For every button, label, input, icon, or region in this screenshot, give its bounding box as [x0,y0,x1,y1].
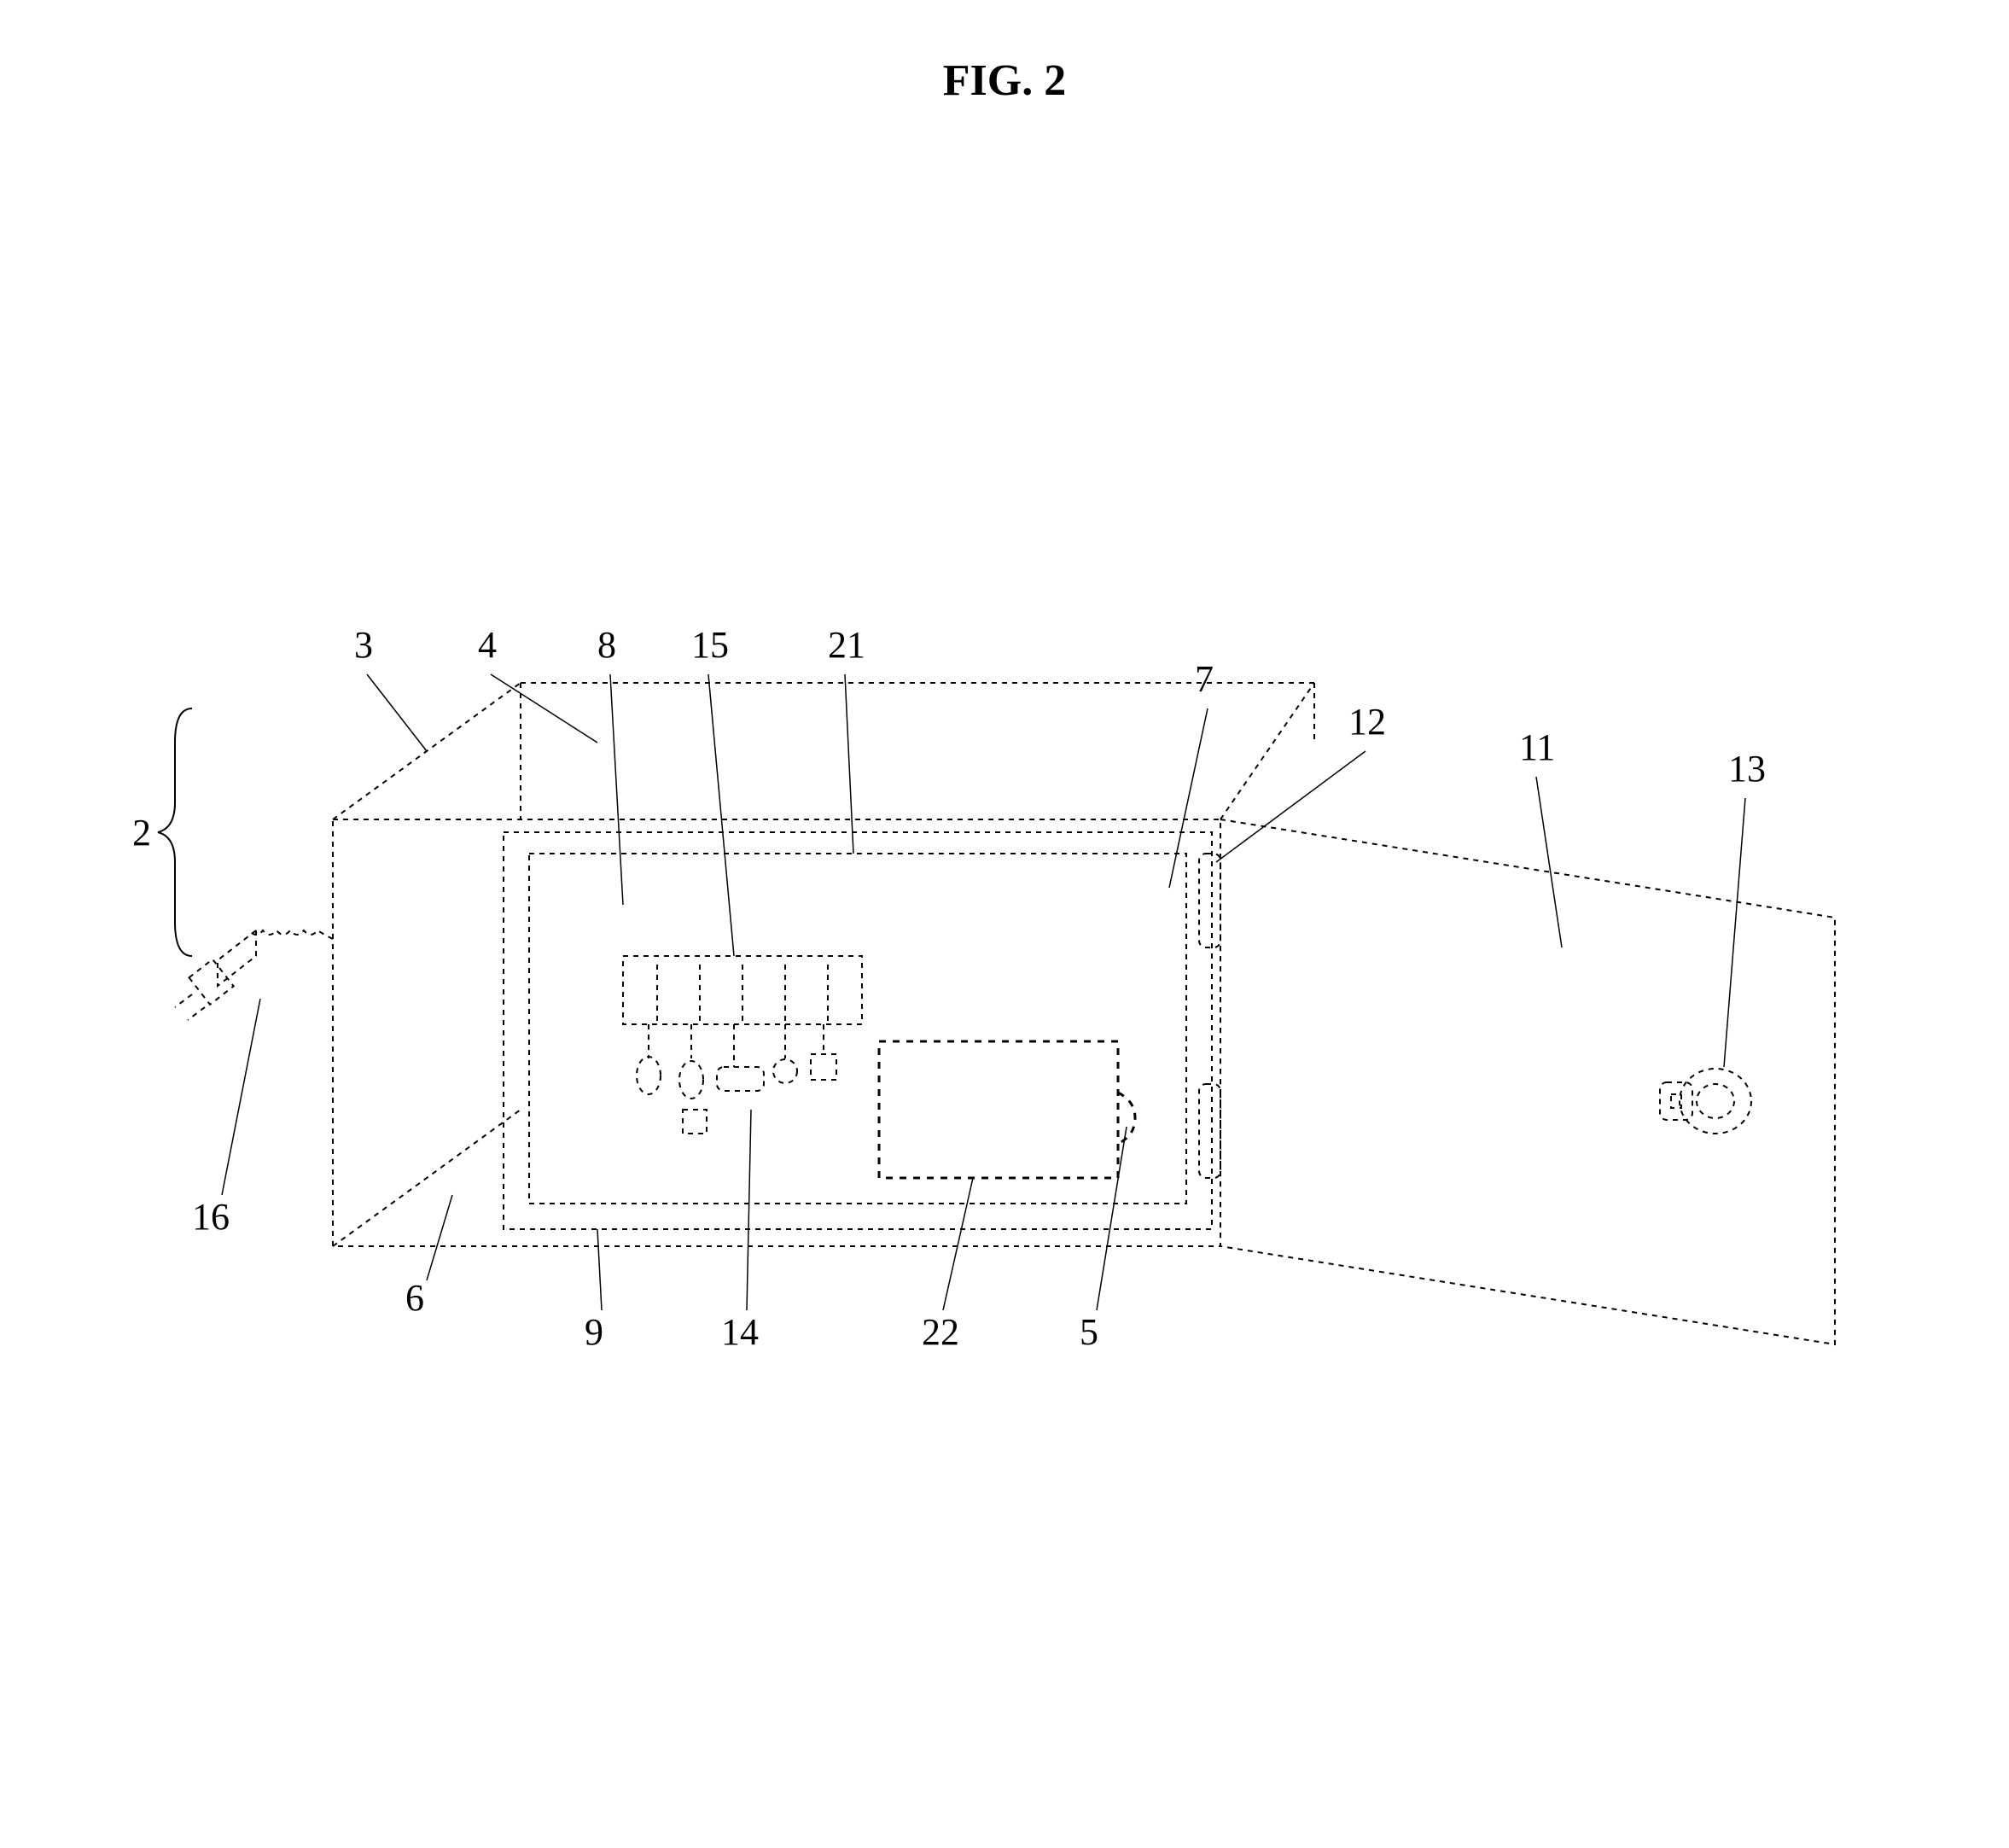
figure-page: FIG. 2 2 3 4 8 15 21 7 12 11 13 16 6 9 1… [0,0,2009,1848]
inner-region-8 [529,854,1186,1204]
knob-13 [1660,1069,1751,1134]
hinge-top [1199,854,1220,947]
diagram-svg [0,0,2009,1848]
rack-15 [623,956,862,1024]
block-22 [879,1041,1135,1178]
inner-panel-9 [504,832,1212,1229]
door-11 [1220,819,1835,1344]
hanging-items-14 [637,1024,836,1134]
brace-2 [158,708,192,956]
enclosure-box [333,683,1314,1246]
hinge-bottom [1199,1084,1220,1178]
power-cord-16 [175,930,333,1020]
leader-lines [222,674,1745,1310]
